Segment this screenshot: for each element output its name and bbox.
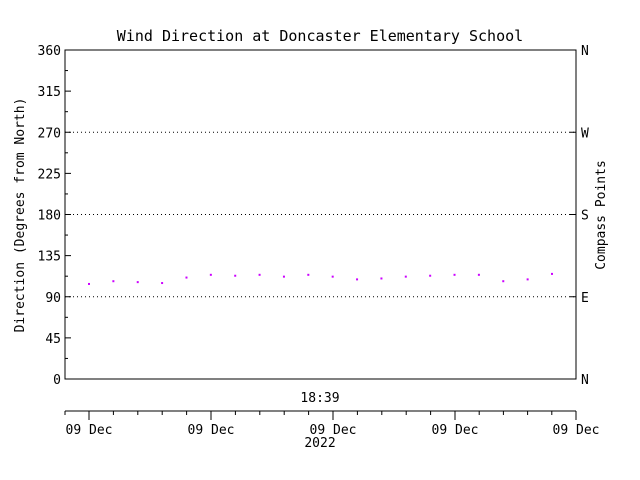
y-tick-label: 315 [38, 85, 61, 100]
x-tick-label: 09 Dec [66, 423, 113, 438]
data-point [282, 275, 285, 278]
data-point [429, 274, 432, 277]
right-axis: N E S W N [570, 44, 589, 388]
y-tick-label: 270 [38, 126, 61, 141]
data-point [136, 281, 139, 284]
data-point [356, 278, 359, 281]
y-axis-label-right: Compass Points [594, 160, 609, 270]
data-point [477, 273, 480, 276]
data-point [185, 276, 188, 279]
data-point [209, 273, 212, 276]
data-points [88, 272, 553, 285]
data-point [526, 278, 529, 281]
data-point [404, 275, 407, 278]
y-tick-label: 90 [45, 291, 61, 306]
time-axis: 09 Dec 09 Dec 09 Dec 09 Dec 09 Dec [64, 411, 600, 438]
x-tick-label: 09 Dec [310, 423, 357, 438]
left-axis: 0 45 90 135 180 225 270 315 360 [38, 44, 71, 388]
data-point [453, 273, 456, 276]
data-point [307, 273, 310, 276]
data-point [112, 280, 115, 283]
y-tick-label: 180 [38, 209, 61, 224]
y-tick-label: 225 [38, 167, 61, 182]
y-axis-label: Direction (Degrees from North) [13, 98, 28, 333]
gridlines [65, 131, 576, 298]
data-point [88, 282, 90, 285]
compass-tick-label: W [581, 126, 589, 141]
x-tick-label: 09 Dec [553, 423, 600, 438]
chart-title: Wind Direction at Doncaster Elementary S… [117, 27, 523, 45]
y-tick-label: 135 [38, 250, 61, 265]
data-point [234, 274, 237, 277]
time-label: 18:39 [300, 391, 339, 406]
data-point [380, 277, 383, 280]
x-tick-label: 09 Dec [432, 423, 479, 438]
data-point [161, 282, 164, 285]
compass-tick-label: N [581, 373, 589, 388]
compass-tick-label: S [581, 209, 589, 224]
data-point [258, 273, 261, 276]
compass-tick-label: E [581, 291, 589, 306]
y-tick-label: 45 [45, 332, 61, 347]
data-point [551, 272, 553, 275]
compass-tick-label: N [581, 44, 589, 59]
x-year-label: 2022 [304, 436, 335, 451]
data-point [502, 280, 505, 283]
data-point [331, 275, 334, 278]
y-tick-label: 0 [53, 373, 61, 388]
x-tick-label: 09 Dec [188, 423, 235, 438]
y-tick-label: 360 [38, 44, 61, 59]
